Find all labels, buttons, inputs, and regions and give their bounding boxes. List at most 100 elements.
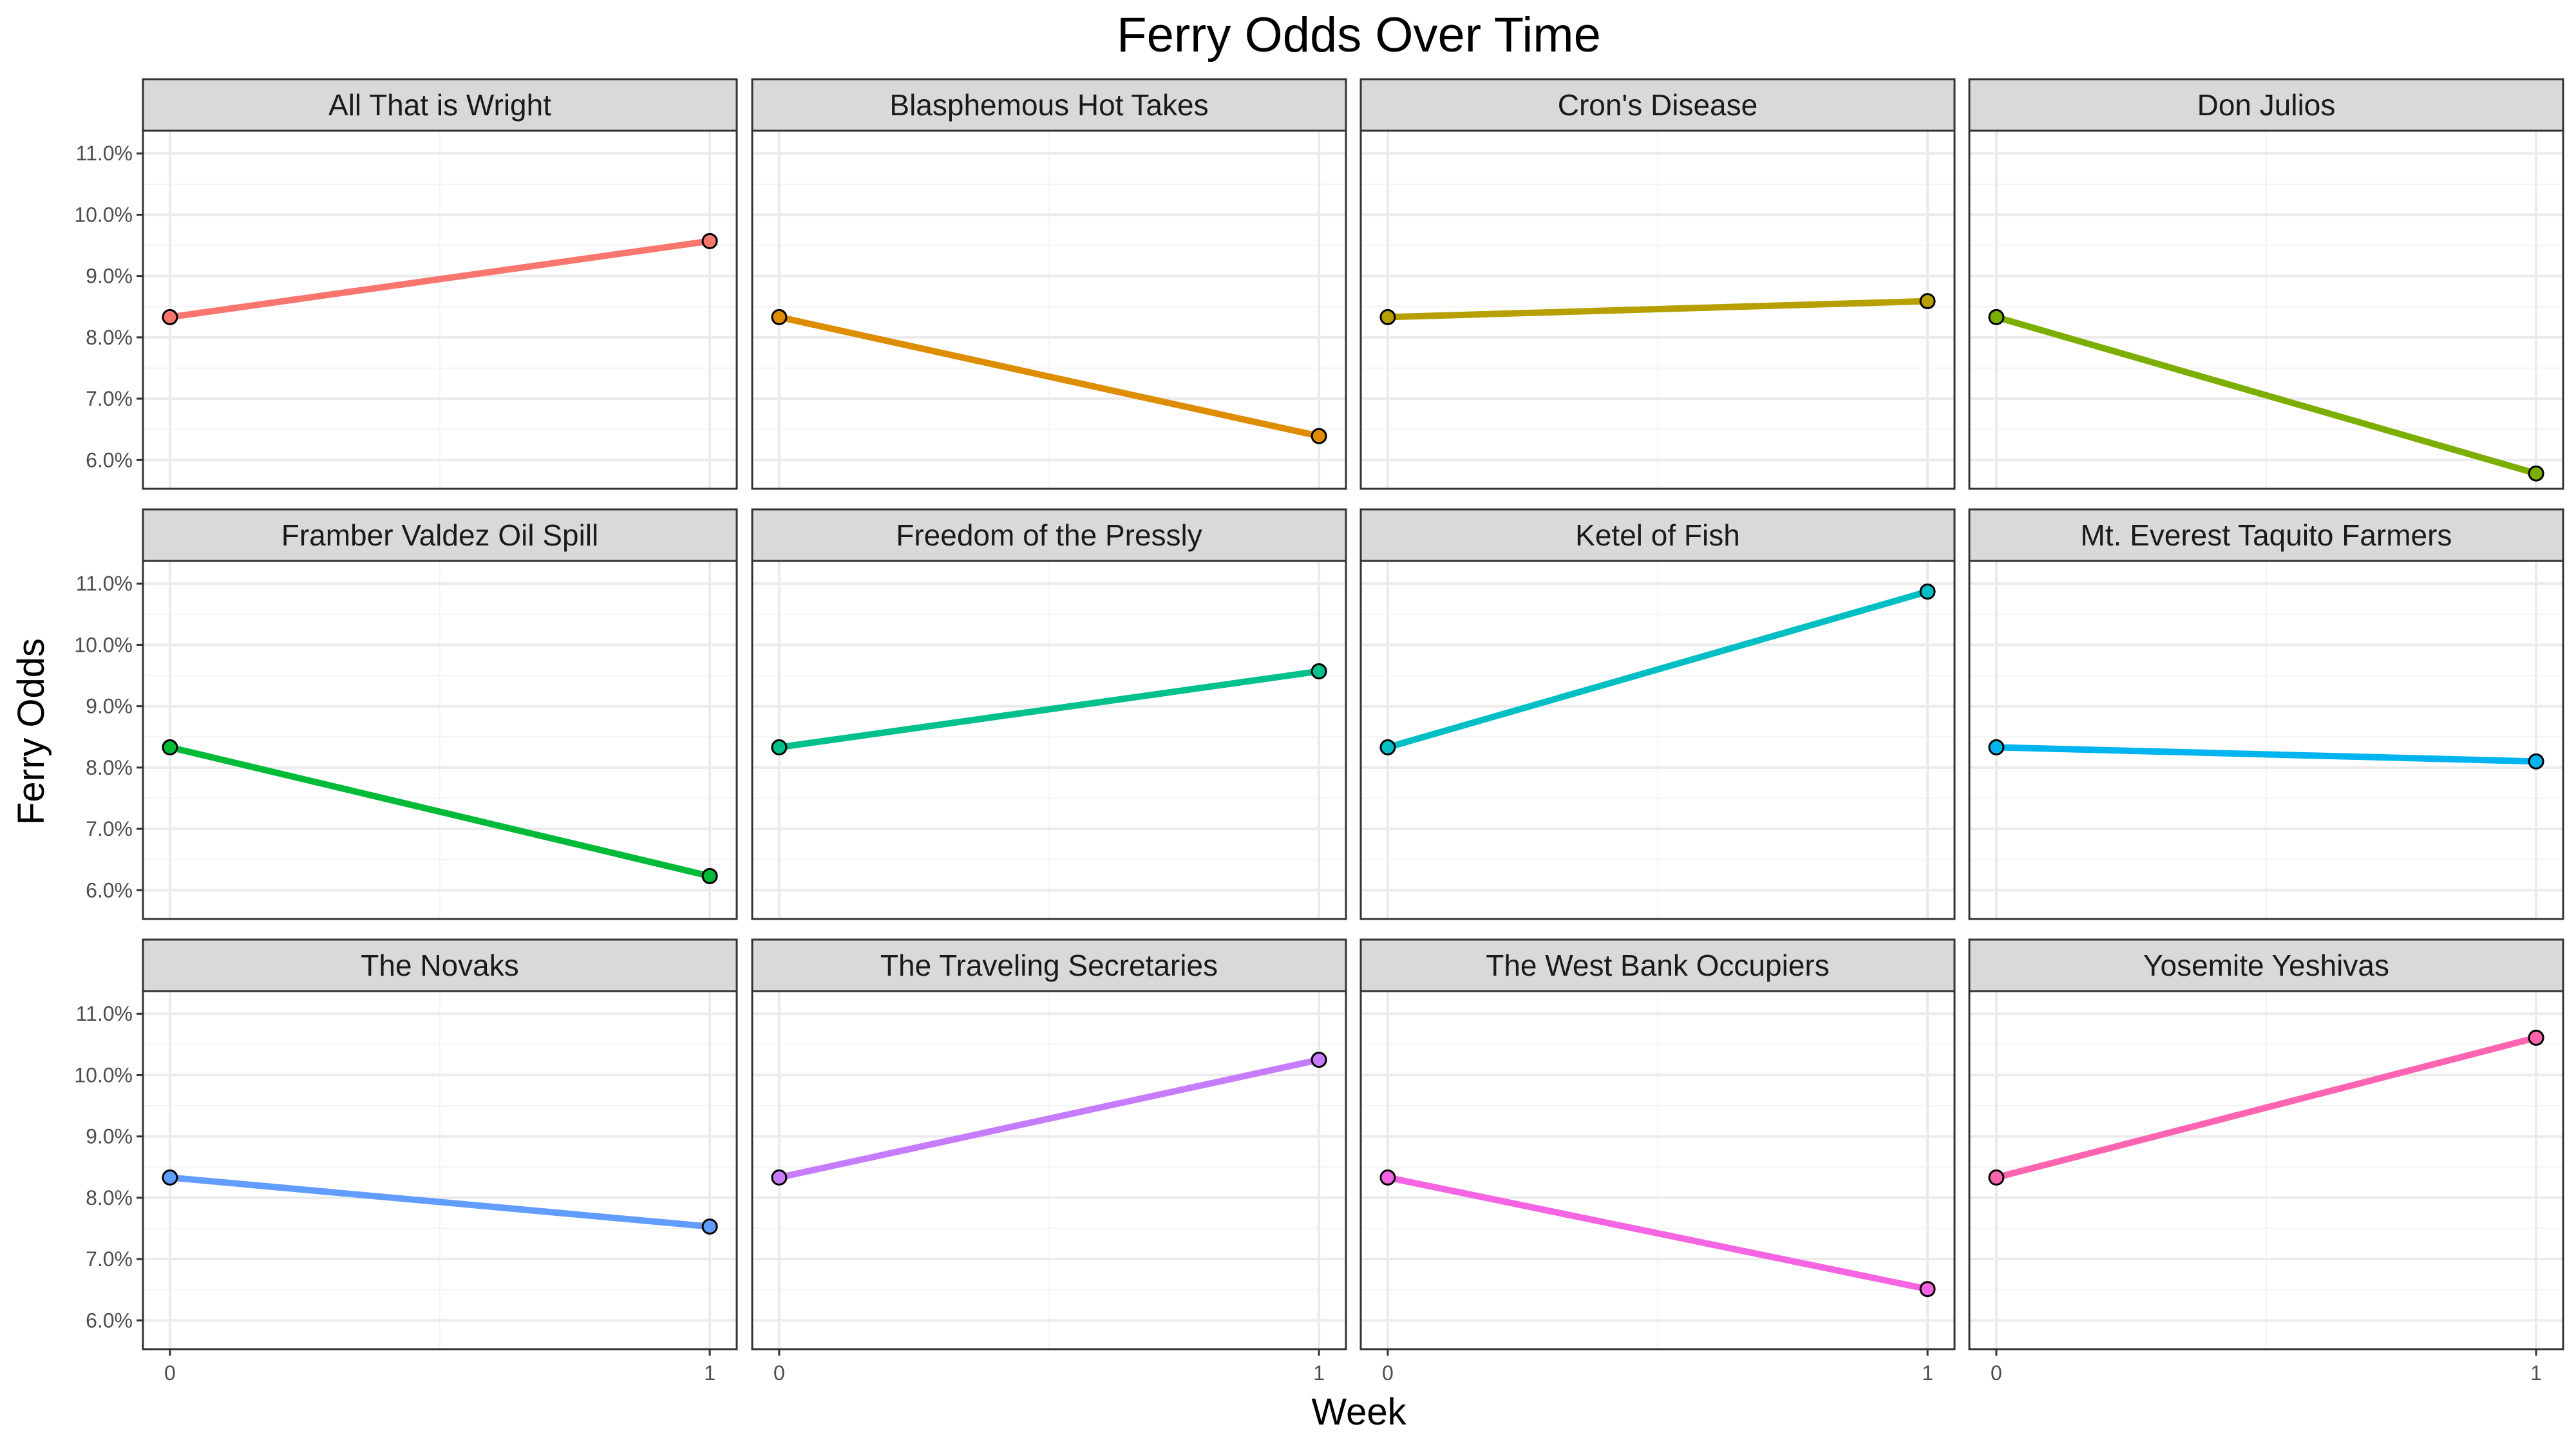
x-tick-label: 0 — [164, 1361, 176, 1385]
y-tick-label: 9.0% — [86, 1125, 133, 1148]
facet-panel-yosemite-yeshivas: Yosemite Yeshivas 0 1 — [1968, 938, 2564, 1385]
data-point — [771, 1169, 788, 1186]
facet-panel-the-novaks: The Novaks 6.0% 7.0% 8.0% 9.0% 10.0% 11.0% 0 1 — [74, 938, 738, 1385]
facet-panel-framber-valdez-oil-spill: Framber Valdez Oil Spill 6.0% 7.0% 8.0% 9.0%… — [74, 508, 738, 920]
data-point — [771, 739, 788, 755]
panel-border — [1359, 129, 1956, 490]
facet-strip — [142, 508, 738, 562]
data-point — [1919, 583, 1936, 600]
data-point — [1311, 663, 1327, 679]
data-point — [2528, 465, 2544, 482]
chart-title: Ferry Odds Over Time — [1117, 8, 1601, 62]
y-tick-label: 7.0% — [86, 1247, 133, 1271]
facet-strip — [142, 78, 738, 132]
facet-panel-the-traveling-secretaries: The Traveling Secretaries 0 1 — [751, 938, 1347, 1385]
data-point — [2528, 753, 2544, 770]
data-point — [1919, 1281, 1936, 1298]
data-point — [1379, 739, 1396, 755]
y-tick-label: 9.0% — [86, 265, 133, 288]
panel-border — [751, 129, 1347, 490]
facet-strip — [1968, 78, 2564, 132]
facet-strip-label: Ketel of Fish — [1575, 518, 1740, 552]
facet-strip — [1968, 938, 2564, 992]
x-tick-label: 0 — [773, 1361, 785, 1385]
data-point — [1379, 308, 1396, 325]
series-line-all-that-is-wright — [169, 238, 710, 321]
y-tick-label: 6.0% — [86, 448, 133, 471]
facet-panel-mt-everest-taquito-farmers: Mt. Everest Taquito Farmers — [1968, 508, 2564, 920]
data-point — [701, 232, 718, 249]
series-line-framber-valdez-oil-spill — [169, 744, 711, 880]
data-point — [162, 1169, 178, 1186]
panel-border — [751, 560, 1347, 920]
data-point — [1988, 739, 2005, 755]
y-tick-label: 7.0% — [86, 817, 133, 840]
facet-panel-blasphemous-hot-takes: Blasphemous Hot Takes — [751, 78, 1347, 490]
data-point — [1379, 1169, 1396, 1186]
panel-border — [142, 129, 738, 490]
facet-strip-label: Blasphemous Hot Takes — [889, 88, 1208, 122]
facet-strip-label: Freedom of the Pressly — [896, 518, 1202, 552]
panel-border — [142, 560, 738, 920]
data-point — [1919, 293, 1936, 310]
panel-border — [1968, 129, 2564, 490]
y-tick-label: 8.0% — [86, 326, 133, 349]
x-tick-label: 0 — [1991, 1361, 2002, 1385]
facet-panel-don-julios: Don Julios — [1968, 78, 2564, 490]
data-point — [1988, 308, 2005, 325]
panel-border — [142, 990, 738, 1350]
x-tick-label: 1 — [1313, 1361, 1325, 1385]
series-line-ketel-of-fish — [1387, 588, 1929, 751]
x-tick-label: 1 — [704, 1361, 715, 1385]
panel-border — [1968, 560, 2564, 920]
facet-panel-all-that-is-wright: All That is Wright 6.0% 7.0% 8.0% 9.0% 10.0% 1… — [74, 78, 738, 490]
data-point — [1311, 1052, 1327, 1068]
series-line-mt-everest-taquito-farmers — [1996, 744, 2537, 765]
facet-strip-label: Mt. Everest Taquito Farmers — [2081, 518, 2452, 552]
x-axis-title: Week — [1311, 1391, 1406, 1433]
y-tick-label: 11.0% — [76, 1002, 133, 1025]
facet-strip — [142, 938, 738, 992]
panel-border — [1359, 560, 1956, 920]
panel-border — [1968, 990, 2564, 1350]
y-tick-label: 6.0% — [86, 1309, 133, 1332]
x-tick-label: 1 — [2530, 1361, 2542, 1385]
y-tick-label: 8.0% — [86, 1186, 133, 1209]
facet-strip-label: Cron's Disease — [1558, 88, 1757, 122]
facet-strip — [1968, 508, 2564, 562]
series-line-freedom-of-the-pressly — [779, 668, 1320, 751]
data-point — [701, 1218, 718, 1235]
series-line-the-traveling-secretaries — [778, 1056, 1320, 1181]
y-tick-label: 7.0% — [86, 387, 133, 410]
facet-panel-freedom-of-the-pressly: Freedom of the Pressly — [751, 508, 1347, 920]
series-line-don-julios — [1995, 314, 2537, 477]
facet-strip — [1359, 938, 1956, 992]
data-point — [162, 739, 178, 755]
series-line-cron-s-disease — [1387, 298, 1928, 321]
panel-border — [1359, 990, 1956, 1350]
y-tick-label: 6.0% — [86, 878, 133, 902]
x-tick-label: 0 — [1382, 1361, 1394, 1385]
y-tick-label: 8.0% — [86, 756, 133, 779]
y-tick-label: 11.0% — [76, 142, 133, 165]
facet-strip-label: Framber Valdez Oil Spill — [281, 518, 599, 552]
facet-strip-label: Don Julios — [2197, 88, 2336, 122]
data-point — [701, 867, 718, 884]
series-line-the-novaks — [169, 1174, 710, 1230]
facet-panel-cron-s-disease: Cron's Disease — [1359, 78, 1956, 490]
x-tick-label: 1 — [1922, 1361, 1933, 1385]
y-tick-label: 10.0% — [74, 633, 133, 656]
data-point — [2528, 1029, 2544, 1046]
series-line-the-west-bank-occupiers — [1387, 1174, 1929, 1293]
data-point — [1988, 1169, 2005, 1186]
y-tick-label: 11.0% — [76, 572, 133, 595]
facet-panels: All That is Wright 6.0% 7.0% 8.0% 9.0% 10.0% 1… — [74, 78, 2564, 1385]
facet-strip-label: The West Bank Occupiers — [1486, 949, 1829, 982]
facet-strip — [751, 78, 1347, 132]
y-tick-label: 9.0% — [86, 695, 133, 718]
facet-strip-label: Yosemite Yeshivas — [2143, 949, 2389, 982]
facet-strip — [751, 508, 1347, 562]
series-line-yosemite-yeshivas — [1995, 1034, 2537, 1181]
panel-border — [751, 990, 1347, 1350]
y-tick-label: 10.0% — [74, 203, 133, 226]
